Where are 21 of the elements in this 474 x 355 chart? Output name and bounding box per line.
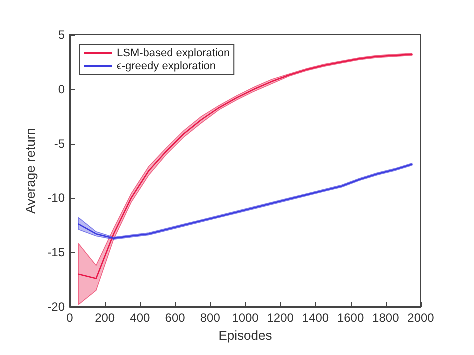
x-tick-label: 1800 bbox=[372, 311, 400, 325]
y-tick-label: -5 bbox=[54, 136, 66, 151]
y-axis-title: Average return bbox=[22, 128, 38, 214]
y-tick-label: -20 bbox=[48, 300, 66, 314]
x-tick-label: 200 bbox=[95, 311, 116, 325]
legend-label: ϵ-greedy exploration bbox=[117, 60, 216, 72]
y-tick-label: -10 bbox=[48, 191, 66, 206]
x-axis-title: Episodes bbox=[218, 328, 273, 343]
x-tick-label: 0 bbox=[66, 311, 74, 325]
x-tick-label: 2000 bbox=[408, 311, 435, 325]
y-tick-label: -15 bbox=[48, 246, 66, 260]
legend-label: LSM-based exploration bbox=[117, 48, 230, 60]
x-tick-label: 400 bbox=[130, 311, 151, 325]
x-tick-label: 800 bbox=[200, 311, 221, 325]
x-tick-label: 1200 bbox=[267, 311, 294, 325]
y-tick-label: 5 bbox=[58, 28, 66, 42]
x-tick-label: 1400 bbox=[302, 311, 330, 325]
x-tick-label: 1600 bbox=[337, 311, 364, 325]
x-tick-label: 1000 bbox=[232, 311, 260, 325]
x-tick-label: 600 bbox=[165, 311, 186, 325]
y-tick-label: 0 bbox=[58, 82, 66, 96]
